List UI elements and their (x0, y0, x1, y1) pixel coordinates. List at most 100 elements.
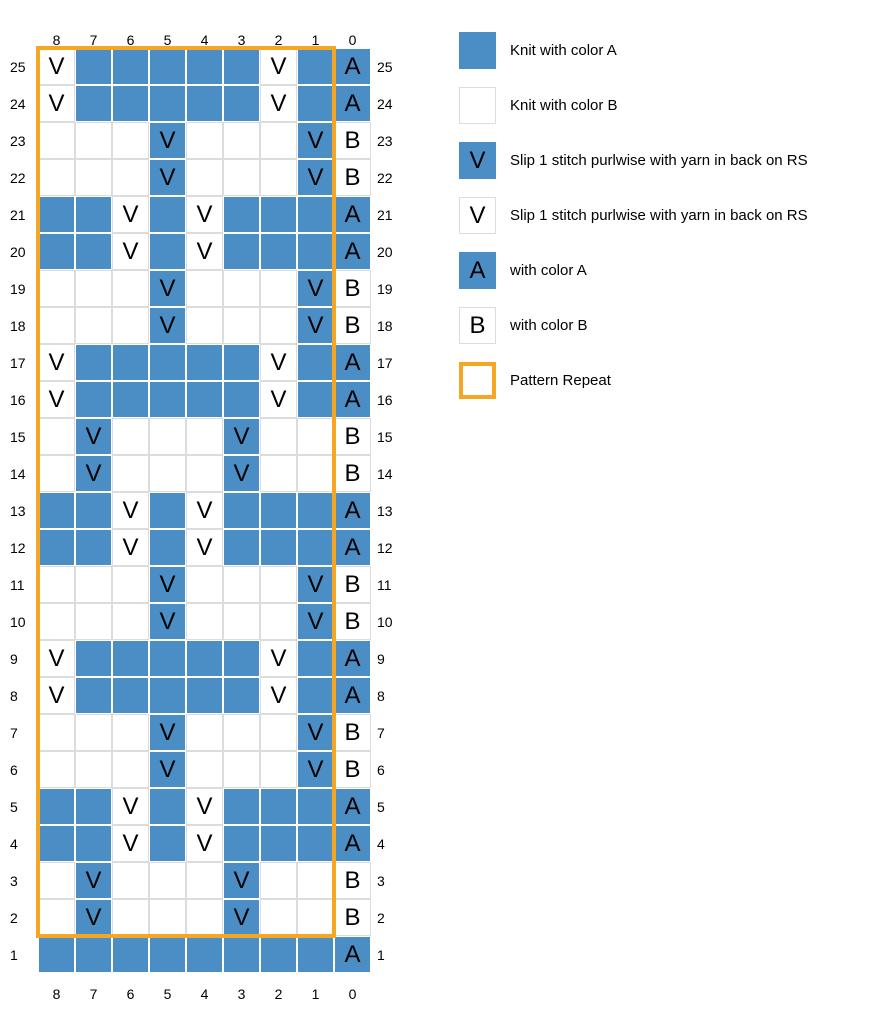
chart-cell: A (334, 936, 371, 973)
slip-stitch-icon: V (196, 536, 212, 560)
chart-cell (186, 270, 223, 307)
chart-cell: A (334, 825, 371, 862)
chart-cell: B (334, 270, 371, 307)
chart-cell: B (334, 418, 371, 455)
chart-cell (38, 455, 75, 492)
chart-cell (75, 492, 112, 529)
chart-row: 2VVB2 (38, 899, 399, 936)
chart-cell: A (334, 492, 371, 529)
row-label-right: 3 (371, 873, 399, 889)
slip-stitch-icon: V (159, 573, 175, 597)
chart-cell (223, 603, 260, 640)
col-label: 5 (149, 986, 186, 1002)
chart-cell (260, 714, 297, 751)
chart-cell (149, 455, 186, 492)
chart-cell: V (149, 122, 186, 159)
color-a-icon: A (344, 240, 360, 264)
chart-cell (149, 677, 186, 714)
slip-stitch-icon: V (48, 684, 64, 708)
legend-symbol-icon: V (469, 202, 485, 230)
chart-row: 14VVB14 (38, 455, 399, 492)
chart-cell: A (334, 196, 371, 233)
chart-cell (75, 270, 112, 307)
legend-text: Pattern Repeat (510, 372, 611, 389)
chart-cell (223, 492, 260, 529)
chart-cell (38, 270, 75, 307)
chart-cell (260, 825, 297, 862)
chart-cell: V (260, 85, 297, 122)
chart-cell (38, 492, 75, 529)
chart-cell: V (297, 307, 334, 344)
chart-cell: V (186, 825, 223, 862)
chart-cell (260, 159, 297, 196)
chart-cell: A (334, 788, 371, 825)
chart-cell (186, 159, 223, 196)
chart-cell: V (186, 529, 223, 566)
col-label: 5 (149, 32, 186, 48)
chart-cell (223, 640, 260, 677)
row-label-right: 15 (371, 429, 399, 445)
chart-cell (112, 862, 149, 899)
row-label-right: 24 (371, 96, 399, 112)
slip-stitch-icon: V (196, 240, 212, 264)
chart-cell: V (75, 418, 112, 455)
chart-cell (186, 418, 223, 455)
row-label-right: 17 (371, 355, 399, 371)
chart-cell (297, 677, 334, 714)
color-b-icon: B (344, 425, 360, 449)
chart-cell (223, 381, 260, 418)
row-label-left: 4 (10, 836, 38, 852)
slip-stitch-icon: V (122, 499, 138, 523)
row-label-right: 22 (371, 170, 399, 186)
chart-cell (75, 233, 112, 270)
chart-cell: V (112, 788, 149, 825)
slip-stitch-icon: V (196, 832, 212, 856)
chart-cell (297, 381, 334, 418)
chart-cell (149, 344, 186, 381)
chart-cell (149, 862, 186, 899)
color-a-icon: A (344, 647, 360, 671)
chart-cell (149, 825, 186, 862)
chart-cell (260, 307, 297, 344)
col-label: 6 (112, 986, 149, 1002)
row-label-right: 9 (371, 651, 399, 667)
chart-cell: V (112, 196, 149, 233)
chart-cell: V (186, 788, 223, 825)
chart-cell (223, 529, 260, 566)
chart-cell: V (38, 48, 75, 85)
chart-cell (38, 159, 75, 196)
row-label-right: 18 (371, 318, 399, 334)
chart-row: 8VVA8 (38, 677, 399, 714)
chart-row: 13VVA13 (38, 492, 399, 529)
slip-stitch-icon: V (85, 869, 101, 893)
row-label-left: 2 (10, 910, 38, 926)
chart-cell (223, 788, 260, 825)
slip-stitch-icon: V (159, 129, 175, 153)
col-label: 8 (38, 986, 75, 1002)
col-label: 4 (186, 32, 223, 48)
chart-cell (297, 529, 334, 566)
chart-cell (186, 603, 223, 640)
chart-cell (297, 640, 334, 677)
chart-cell (75, 677, 112, 714)
chart-cell (75, 603, 112, 640)
chart-cell (149, 640, 186, 677)
chart-cell (112, 48, 149, 85)
chart-cell: V (297, 603, 334, 640)
legend-text: Knit with color B (510, 97, 618, 114)
chart-cell (149, 529, 186, 566)
chart-cell (38, 751, 75, 788)
chart-cell (75, 640, 112, 677)
chart-cell: A (334, 48, 371, 85)
chart-cell (112, 344, 149, 381)
row-label-left: 1 (10, 947, 38, 963)
chart-row: 7VVB7 (38, 714, 399, 751)
chart-cell: V (75, 899, 112, 936)
chart-cell: B (334, 603, 371, 640)
chart-cell (38, 899, 75, 936)
chart-row: 5VVA5 (38, 788, 399, 825)
chart-cell (149, 233, 186, 270)
chart-cell (75, 85, 112, 122)
chart-cell (260, 899, 297, 936)
chart-cell (297, 455, 334, 492)
